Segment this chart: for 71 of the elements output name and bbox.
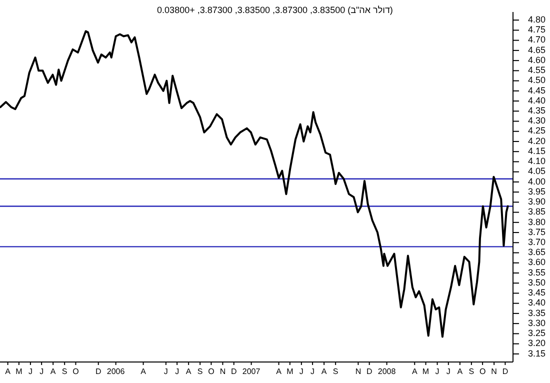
ytick: 4.20 — [528, 136, 546, 146]
xtick: J — [40, 367, 44, 376]
ytick: 3.20 — [528, 338, 546, 348]
xtick: 2008 — [378, 367, 396, 376]
xtick: A — [321, 367, 327, 376]
xtick: M — [16, 367, 22, 376]
ytick: 4.65 — [528, 44, 546, 55]
ytick: 4.00 — [528, 176, 546, 186]
xtick: D — [502, 367, 508, 376]
xtick: D — [230, 367, 237, 376]
xtick: O — [479, 367, 486, 376]
ytick: 4.10 — [528, 156, 546, 166]
xtick: A — [50, 367, 56, 376]
xtick: A — [140, 367, 146, 376]
xtick: M — [286, 367, 294, 376]
ytick: 4.80 — [528, 14, 546, 24]
ytick: 3.30 — [528, 318, 546, 328]
xtick: O — [72, 367, 79, 376]
xtick: J — [446, 367, 450, 376]
xtick: D — [95, 367, 102, 376]
ytick: 3.15 — [528, 348, 546, 358]
ytick: 3.45 — [528, 288, 546, 298]
ytick: 3.85 — [528, 206, 546, 217]
ytick: 3.95 — [528, 186, 546, 196]
ytick: 3.60 — [528, 257, 546, 268]
xtick: A — [5, 367, 10, 376]
xtick: A — [412, 367, 418, 376]
xtick: A — [276, 367, 282, 376]
xtick: D — [366, 367, 372, 376]
ytick: 3.70 — [528, 237, 546, 247]
xtick: 2007 — [242, 367, 260, 376]
ytick: 3.65 — [528, 247, 546, 258]
xtick: N — [355, 367, 362, 376]
ytick: 4.55 — [528, 65, 546, 76]
xtick: J — [164, 367, 168, 376]
xtick: J — [435, 367, 440, 376]
xtick: 2006 — [106, 367, 125, 376]
ytick: 4.40 — [528, 95, 546, 106]
xtick: J — [299, 367, 304, 376]
ytick: 3.55 — [528, 267, 546, 278]
ytick: 3.90 — [528, 196, 546, 207]
xtick: S — [197, 367, 203, 376]
xtick: A — [457, 367, 463, 376]
xtick: N — [491, 367, 497, 376]
xtick: S — [332, 367, 338, 376]
title: (דולר אה"ב) 3.83500, 3.87300, 3.83500, 3.87300, +0.03800 — [157, 5, 393, 15]
xtick: J — [310, 367, 315, 376]
xtick: S — [468, 367, 474, 376]
ytick: 4.35 — [528, 106, 546, 116]
ytick: 3.40 — [528, 298, 546, 308]
ytick: 4.45 — [528, 85, 546, 96]
ytick: 4.30 — [528, 116, 546, 126]
ytick: 4.25 — [528, 126, 546, 136]
xtick: M — [422, 367, 430, 376]
xtick: O — [208, 367, 214, 376]
ytick: 4.50 — [528, 75, 546, 86]
ytick: 4.70 — [528, 34, 546, 45]
ytick: 4.15 — [528, 146, 546, 156]
ytick: 3.25 — [528, 328, 546, 338]
ytick: 3.50 — [528, 277, 546, 288]
xtick: A — [186, 367, 192, 376]
xtick: J — [175, 367, 180, 376]
ytick: 4.05 — [528, 166, 546, 176]
ytick: 3.75 — [528, 226, 546, 237]
ytick: 4.60 — [528, 54, 546, 65]
ytick: 3.35 — [528, 308, 546, 318]
xtick: S — [62, 367, 68, 376]
ytick: 3.80 — [528, 216, 546, 227]
xtick: N — [220, 367, 226, 376]
xtick: J — [28, 367, 32, 376]
ytick: 4.75 — [528, 24, 546, 35]
